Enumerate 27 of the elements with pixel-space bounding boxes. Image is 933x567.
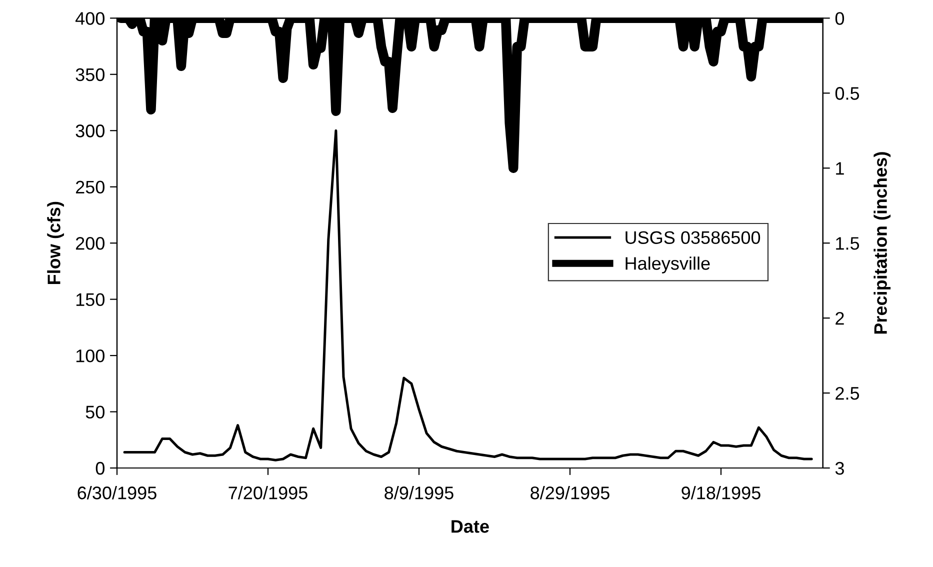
y-tick-label: 300 [76,124,104,138]
y2-tick-label: 3 [835,462,844,475]
y-tick-label: 150 [76,293,104,306]
legend-label: USGS 03586500 [626,231,760,244]
x-tick-label: 6/30/1995 [78,486,156,500]
line-series [123,129,813,462]
x-tick-label: 8/29/1995 [530,486,610,500]
y-axis-title: Flow (cfs) [47,202,64,284]
x-tick-label: 9/18/1995 [682,486,760,500]
y-tick-label: 200 [76,237,104,250]
y2-tick-label: 1.5 [836,237,860,250]
y-tick-label: 0 [96,462,104,475]
y2-tick-label: 0.5 [835,87,860,100]
y2-tick-label: 2.5 [836,386,860,400]
y-tick-label: 50 [86,406,104,418]
x-tick-label: 7/20/1995 [228,486,308,500]
y2-axis-title: Precipitation (inches) [874,152,891,334]
y-tick-label: 350 [76,68,104,82]
y2-tick-label: 1 [836,162,844,175]
y2-tick-label: 2 [836,312,844,325]
y-tick-label: 400 [75,12,104,25]
x-axis-title: Date [452,520,489,533]
y-tick-label: 100 [76,349,104,362]
legend-label: Haleysville [626,256,710,274]
y-tick-label: 250 [76,180,104,194]
y2-tick-label: 0 [835,12,844,25]
x-tick-label: 8/9/1995 [384,486,454,500]
